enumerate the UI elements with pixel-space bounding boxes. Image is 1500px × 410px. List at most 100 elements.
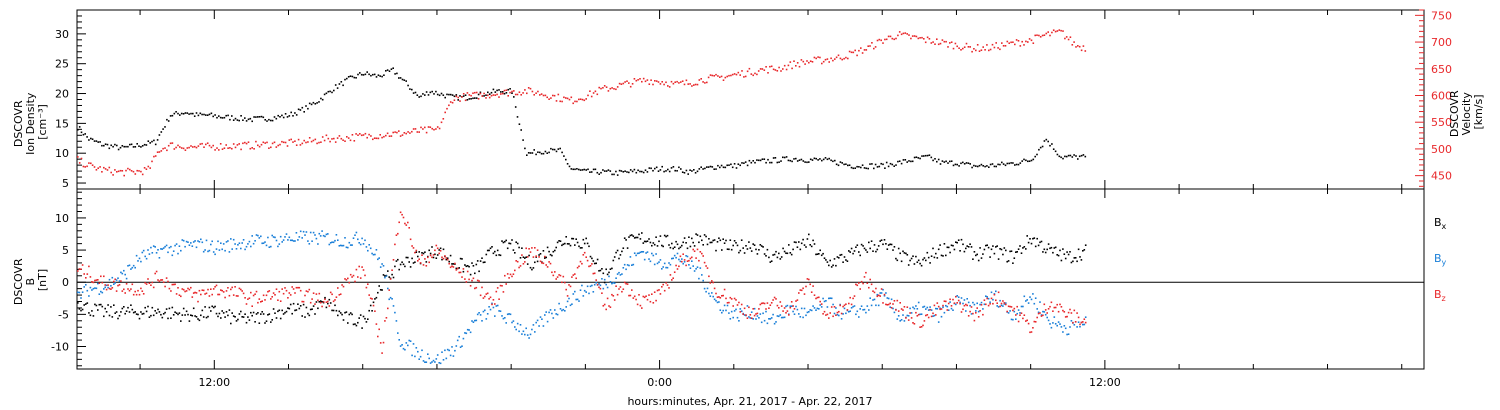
density-point bbox=[101, 144, 103, 147]
velocity-point bbox=[687, 83, 689, 85]
By-point bbox=[349, 244, 352, 246]
velocity-point bbox=[362, 134, 365, 136]
density-point bbox=[438, 94, 441, 97]
By-point bbox=[168, 246, 171, 249]
By-point bbox=[132, 264, 135, 267]
Bx-point bbox=[749, 247, 752, 249]
density-point bbox=[865, 167, 868, 170]
Bz-point bbox=[596, 283, 599, 286]
density-point bbox=[424, 94, 426, 96]
velocity-point bbox=[973, 48, 975, 50]
legend-entry-By: By bbox=[1434, 252, 1447, 267]
By-point bbox=[442, 359, 445, 361]
Bx-point bbox=[1054, 246, 1057, 249]
By-point bbox=[496, 304, 499, 307]
Bz-point bbox=[144, 282, 146, 284]
By-point bbox=[565, 306, 567, 308]
Bx-point bbox=[976, 253, 978, 256]
density-point bbox=[552, 148, 554, 151]
By-point bbox=[472, 321, 475, 323]
Bz-point bbox=[536, 249, 539, 251]
density-point bbox=[644, 169, 647, 171]
Bz-point bbox=[748, 306, 750, 309]
By-point bbox=[919, 313, 921, 316]
Bx-point bbox=[185, 310, 188, 313]
density-point bbox=[403, 79, 406, 81]
Bx-point bbox=[422, 252, 425, 255]
velocity-point bbox=[394, 131, 396, 133]
Bx-point bbox=[753, 244, 756, 246]
velocity-point bbox=[681, 80, 684, 82]
density-point bbox=[546, 152, 548, 154]
velocity-point bbox=[214, 149, 216, 151]
density-point bbox=[670, 167, 673, 169]
Bz-point bbox=[899, 302, 901, 304]
Bz-point bbox=[312, 292, 315, 294]
density-point bbox=[333, 89, 335, 92]
velocity-point bbox=[657, 81, 660, 83]
velocity-point bbox=[756, 73, 758, 76]
density-point bbox=[936, 160, 938, 163]
Bz-point bbox=[750, 317, 753, 319]
Bx-point bbox=[1072, 260, 1074, 263]
density-point bbox=[533, 149, 535, 151]
Bx-point bbox=[652, 242, 655, 244]
velocity-point bbox=[411, 130, 413, 133]
Bx-point bbox=[191, 314, 194, 317]
velocity-point bbox=[993, 46, 996, 49]
velocity-point bbox=[444, 111, 446, 114]
velocity-point bbox=[1010, 41, 1012, 44]
density-point bbox=[707, 166, 710, 168]
By-point bbox=[681, 258, 683, 260]
Bx-point bbox=[359, 314, 362, 316]
Bz-point bbox=[1012, 309, 1014, 312]
Bz-point bbox=[123, 288, 125, 291]
Bz-point bbox=[946, 309, 949, 311]
Bz-point bbox=[927, 316, 930, 319]
Bz-point bbox=[379, 342, 382, 344]
velocity-point bbox=[986, 44, 988, 46]
Bz-point bbox=[897, 310, 900, 312]
Bx-point bbox=[371, 310, 373, 312]
Bz-point bbox=[451, 265, 453, 267]
density-point bbox=[1012, 162, 1014, 164]
Bz-point bbox=[127, 288, 129, 290]
Bz-point bbox=[1059, 303, 1061, 306]
By-point bbox=[703, 287, 706, 290]
By-point bbox=[956, 295, 958, 297]
Bz-point bbox=[308, 288, 311, 291]
By-point bbox=[289, 239, 292, 242]
velocity-point bbox=[806, 60, 808, 62]
velocity-point bbox=[180, 147, 183, 149]
Bz-point bbox=[284, 287, 286, 289]
Bx-point bbox=[1069, 251, 1071, 253]
velocity-point bbox=[648, 83, 651, 85]
Bz-point bbox=[147, 278, 149, 280]
Bz-point bbox=[272, 292, 275, 294]
Bz-point bbox=[635, 298, 637, 301]
velocity-point bbox=[503, 89, 506, 92]
Bx-point bbox=[352, 323, 355, 326]
Bz-point bbox=[659, 293, 662, 295]
By-point bbox=[659, 259, 662, 261]
Bx-point bbox=[552, 250, 555, 253]
By-point bbox=[235, 248, 238, 250]
By-point bbox=[963, 299, 966, 301]
Bx-point bbox=[1007, 260, 1010, 262]
density-point bbox=[470, 98, 472, 100]
density-point bbox=[834, 159, 836, 162]
By-point bbox=[498, 310, 500, 312]
Bz-point bbox=[332, 300, 335, 303]
Bx-point bbox=[780, 256, 783, 258]
Bx-point bbox=[469, 273, 472, 276]
By-point bbox=[509, 313, 512, 316]
Bx-series bbox=[77, 232, 1087, 329]
By-point bbox=[417, 350, 419, 353]
Bx-point bbox=[740, 239, 743, 241]
By-point bbox=[85, 284, 87, 286]
velocity-point bbox=[141, 173, 144, 176]
Bz-point bbox=[141, 290, 144, 292]
velocity-point bbox=[409, 132, 411, 134]
velocity-point bbox=[783, 64, 786, 67]
By-point bbox=[284, 236, 286, 238]
